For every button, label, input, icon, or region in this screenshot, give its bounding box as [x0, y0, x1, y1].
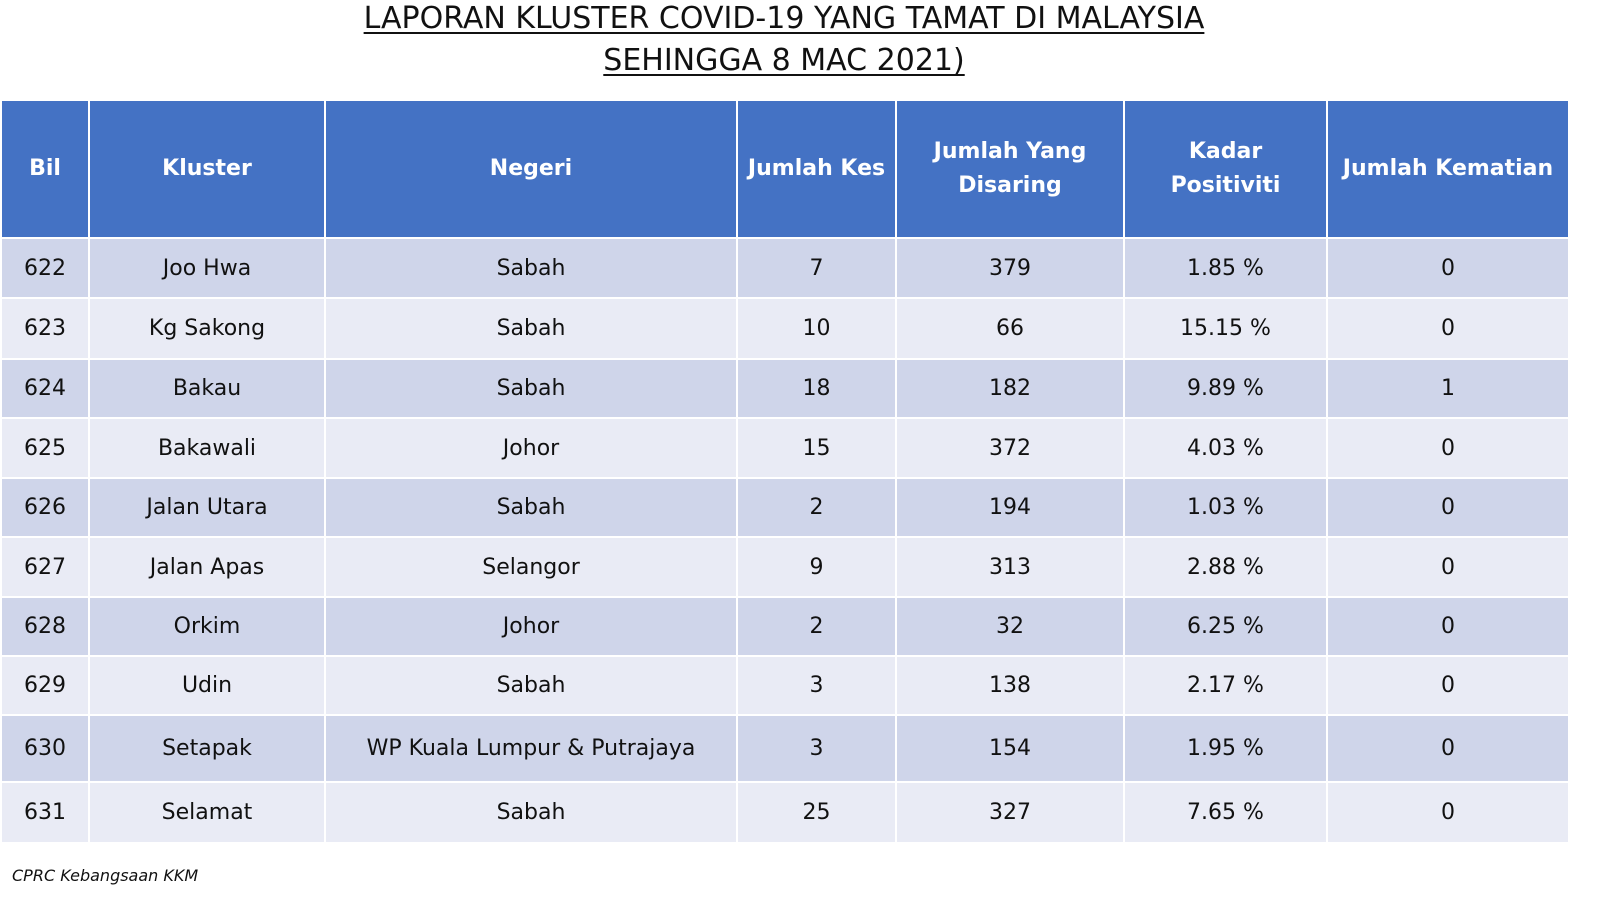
cell-jumlah-kematian: 0: [1328, 239, 1568, 297]
cell-jumlah-disaring: 154: [897, 716, 1123, 781]
cell-jumlah-kematian: 0: [1328, 419, 1568, 477]
cell-jumlah-disaring: 194: [897, 479, 1123, 536]
header-kluster: Kluster: [90, 101, 324, 237]
cell-bil: 625: [2, 419, 88, 477]
cell-jumlah-kes: 3: [738, 657, 895, 714]
header-jumlah-kes: Jumlah Kes: [738, 101, 895, 237]
cell-negeri: Sabah: [326, 479, 736, 536]
title-line-1: LAPORAN KLUSTER COVID-19 YANG TAMAT DI M…: [363, 1, 1205, 36]
cell-kluster: Udin: [90, 657, 324, 714]
cell-jumlah-kematian: 0: [1328, 657, 1568, 714]
cell-bil: 627: [2, 538, 88, 596]
cell-kluster: Jalan Apas: [90, 538, 324, 596]
cell-jumlah-kes: 25: [738, 783, 895, 842]
table-row: 629 Udin Sabah 3 138 2.17 % 0: [2, 657, 1568, 714]
cell-kluster: Selamat: [90, 783, 324, 842]
header-bil: Bil: [2, 101, 88, 237]
cell-negeri: Sabah: [326, 299, 736, 358]
table-row: 631 Selamat Sabah 25 327 7.65 % 0: [2, 783, 1568, 842]
cell-jumlah-disaring: 32: [897, 598, 1123, 655]
source-note: CPRC Kebangsaan KKM: [12, 866, 199, 885]
cell-jumlah-kes: 9: [738, 538, 895, 596]
cell-kluster: Setapak: [90, 716, 324, 781]
table-row: 622 Joo Hwa Sabah 7 379 1.85 % 0: [2, 239, 1568, 297]
cell-jumlah-kes: 7: [738, 239, 895, 297]
cell-negeri: Sabah: [326, 239, 736, 297]
table-row: 625 Bakawali Johor 15 372 4.03 % 0: [2, 419, 1568, 477]
cell-kadar-positiviti: 4.03 %: [1125, 419, 1326, 477]
cell-jumlah-kematian: 0: [1328, 783, 1568, 842]
header-kadar-positiviti: Kadar Positiviti: [1125, 101, 1326, 237]
cluster-table: Bil Kluster Negeri Jumlah Kes Jumlah Yan…: [0, 99, 1570, 844]
cell-kadar-positiviti: 1.03 %: [1125, 479, 1326, 536]
cell-negeri: Sabah: [326, 783, 736, 842]
header-jumlah-disaring: Jumlah Yang Disaring: [897, 101, 1123, 237]
cell-jumlah-disaring: 372: [897, 419, 1123, 477]
cell-jumlah-kematian: 0: [1328, 299, 1568, 358]
cell-bil: 631: [2, 783, 88, 842]
table-row: 623 Kg Sakong Sabah 10 66 15.15 % 0: [2, 299, 1568, 358]
cell-jumlah-kematian: 0: [1328, 479, 1568, 536]
cell-bil: 624: [2, 360, 88, 417]
header-row: Bil Kluster Negeri Jumlah Kes Jumlah Yan…: [2, 101, 1568, 237]
cell-bil: 622: [2, 239, 88, 297]
header-jumlah-kematian: Jumlah Kematian: [1328, 101, 1568, 237]
cell-negeri: Sabah: [326, 360, 736, 417]
cell-bil: 623: [2, 299, 88, 358]
report-title: LAPORAN KLUSTER COVID-19 YANG TAMAT DI M…: [0, 0, 1568, 82]
cell-kadar-positiviti: 9.89 %: [1125, 360, 1326, 417]
cell-kadar-positiviti: 6.25 %: [1125, 598, 1326, 655]
table-row: 626 Jalan Utara Sabah 2 194 1.03 % 0: [2, 479, 1568, 536]
cell-bil: 626: [2, 479, 88, 536]
cell-kadar-positiviti: 2.17 %: [1125, 657, 1326, 714]
cell-jumlah-disaring: 379: [897, 239, 1123, 297]
cell-jumlah-kematian: 1: [1328, 360, 1568, 417]
table-row: 630 Setapak WP Kuala Lumpur & Putrajaya …: [2, 716, 1568, 781]
cell-kluster: Jalan Utara: [90, 479, 324, 536]
cell-jumlah-kes: 2: [738, 598, 895, 655]
cell-kadar-positiviti: 7.65 %: [1125, 783, 1326, 842]
table-row: 627 Jalan Apas Selangor 9 313 2.88 % 0: [2, 538, 1568, 596]
cell-negeri: Sabah: [326, 657, 736, 714]
cell-kadar-positiviti: 15.15 %: [1125, 299, 1326, 358]
cell-jumlah-disaring: 66: [897, 299, 1123, 358]
header-negeri: Negeri: [326, 101, 736, 237]
cell-jumlah-disaring: 138: [897, 657, 1123, 714]
cell-negeri: Johor: [326, 419, 736, 477]
cell-bil: 629: [2, 657, 88, 714]
cell-jumlah-kematian: 0: [1328, 598, 1568, 655]
cell-kadar-positiviti: 1.85 %: [1125, 239, 1326, 297]
cell-kluster: Orkim: [90, 598, 324, 655]
cell-bil: 628: [2, 598, 88, 655]
cell-jumlah-kematian: 0: [1328, 538, 1568, 596]
cell-kluster: Bakau: [90, 360, 324, 417]
cell-negeri: Johor: [326, 598, 736, 655]
cell-kadar-positiviti: 1.95 %: [1125, 716, 1326, 781]
cell-jumlah-kes: 2: [738, 479, 895, 536]
cell-negeri: Selangor: [326, 538, 736, 596]
title-line-2: SEHINGGA 8 MAC 2021): [603, 43, 965, 78]
cell-jumlah-kes: 10: [738, 299, 895, 358]
cell-jumlah-disaring: 327: [897, 783, 1123, 842]
cell-negeri: WP Kuala Lumpur & Putrajaya: [326, 716, 736, 781]
cell-kadar-positiviti: 2.88 %: [1125, 538, 1326, 596]
cell-jumlah-disaring: 313: [897, 538, 1123, 596]
cell-jumlah-disaring: 182: [897, 360, 1123, 417]
cell-jumlah-kematian: 0: [1328, 716, 1568, 781]
cell-kluster: Joo Hwa: [90, 239, 324, 297]
cell-jumlah-kes: 3: [738, 716, 895, 781]
table-row: 628 Orkim Johor 2 32 6.25 % 0: [2, 598, 1568, 655]
cell-jumlah-kes: 15: [738, 419, 895, 477]
cell-kluster: Kg Sakong: [90, 299, 324, 358]
cell-bil: 630: [2, 716, 88, 781]
cell-jumlah-kes: 18: [738, 360, 895, 417]
cell-kluster: Bakawali: [90, 419, 324, 477]
table-row: 624 Bakau Sabah 18 182 9.89 % 1: [2, 360, 1568, 417]
